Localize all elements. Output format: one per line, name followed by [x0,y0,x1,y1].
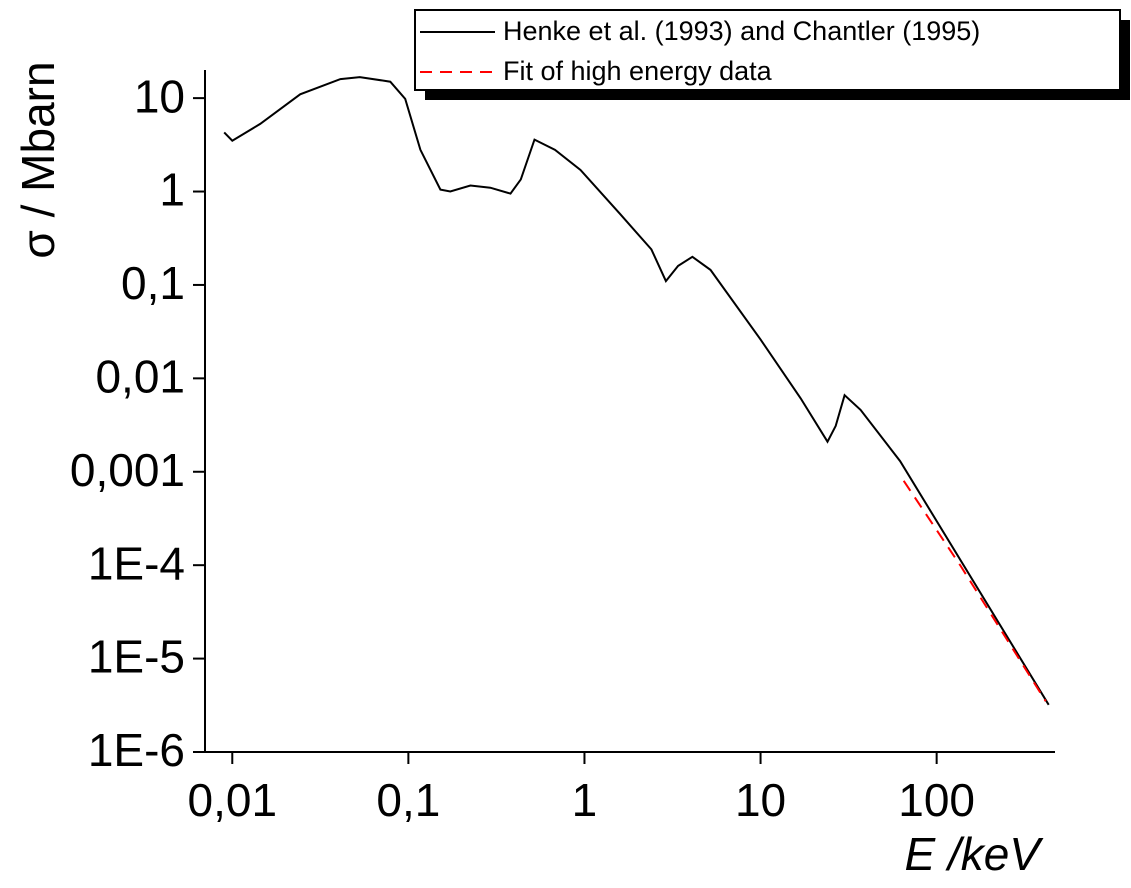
legend-box [414,9,1121,91]
data-line [223,76,1050,706]
y-tick-label: 1E-5 [88,631,185,683]
y-tick-label: 1E-6 [88,724,185,776]
x-tick-label: 0,01 [188,774,278,826]
x-axis-label: E /keV [904,828,1044,880]
y-tick-label: 0,001 [70,444,185,496]
legend-label: Fit of high energy data [503,56,773,86]
x-tick-label: 10 [735,774,786,826]
y-tick-label: 0,1 [121,257,185,309]
y-tick-label: 10 [134,70,185,122]
y-tick-label: 1E-4 [88,537,185,589]
legend: Henke et al. (1993) and Chantler (1995) F… [414,9,1130,100]
y-tick-label: 1 [159,164,185,216]
x-tick-label: 1 [572,774,598,826]
legend-label: Henke et al. (1993) and Chantler (1995) [503,16,980,46]
x-tick-label: 100 [898,774,975,826]
x-tick-label: 0,1 [376,774,440,826]
data-line [902,480,1047,702]
y-axis-label: σ / Mbarn [12,61,64,258]
y-tick-label: 0,01 [95,351,185,403]
